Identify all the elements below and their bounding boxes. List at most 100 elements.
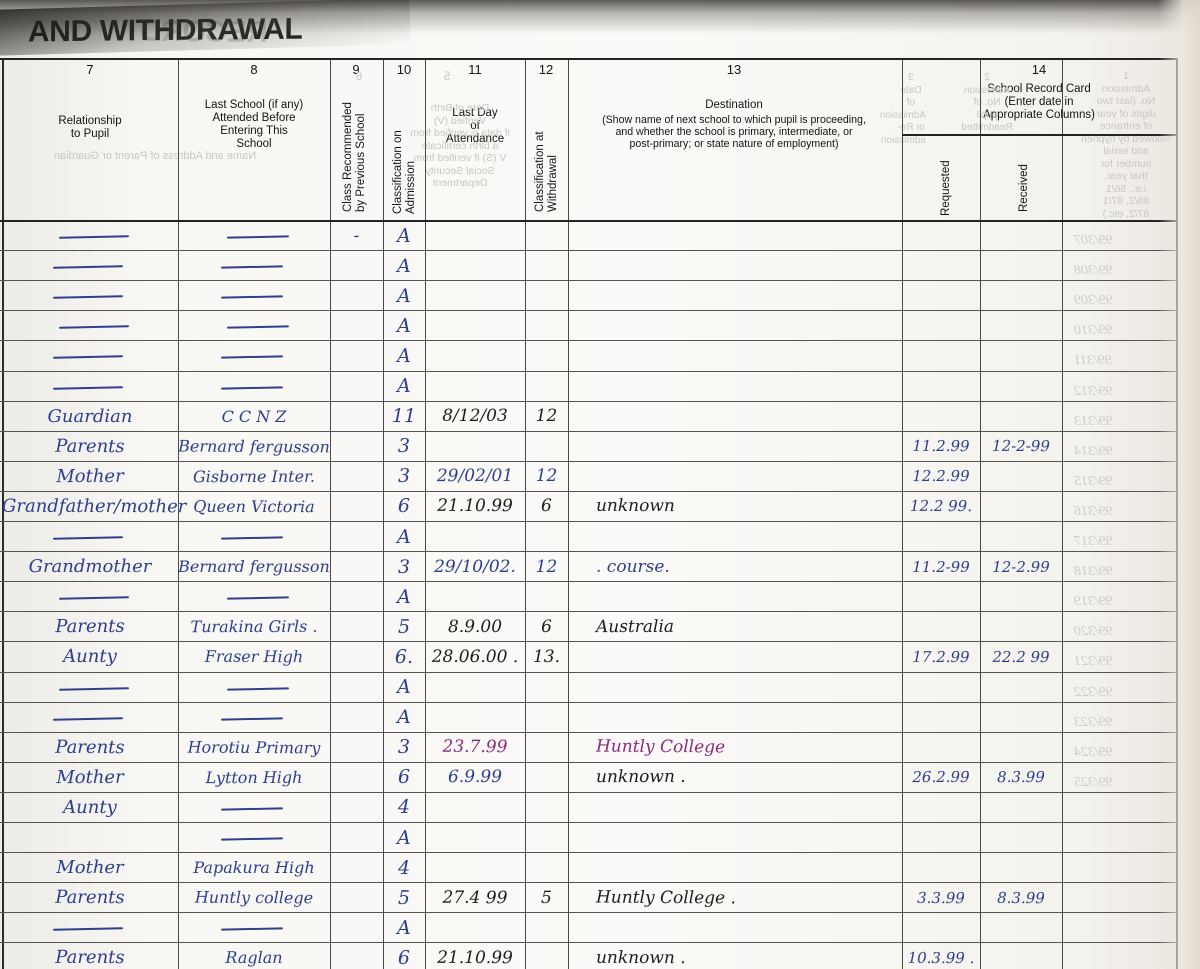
cell-last_day: 8/12/03	[442, 406, 508, 427]
table-row-rule	[0, 370, 1178, 372]
cell-requested: 10.3.99 .	[907, 948, 975, 968]
table-row-rule	[0, 882, 1178, 884]
table-row-rule	[0, 490, 1178, 492]
table-column-rule	[330, 58, 331, 969]
table-column-rule	[980, 58, 981, 969]
column-header-9: 9	[330, 58, 382, 78]
cell-requested: 12.2.99	[912, 467, 970, 486]
cell-class_adm: A	[397, 916, 411, 939]
cell-class_adm: 11	[391, 405, 417, 428]
cell-class_adm: A	[397, 826, 411, 849]
table-row-rule	[0, 310, 1178, 312]
table-row-rule	[0, 641, 1178, 643]
cell-last_day: 29/10/02.	[434, 556, 516, 577]
cell-class_adm: 6	[397, 766, 411, 789]
cell-relationship: Parents	[55, 736, 125, 758]
title-band: RECORD AND WITHDRAWAL	[0, 12, 1200, 56]
cell-relationship: Guardian	[47, 405, 133, 427]
cell-requested: 26.2.99	[912, 768, 970, 787]
cell-relationship: Mother	[56, 857, 124, 879]
cell-destination: . course.	[596, 556, 670, 577]
cell-last_school: Horotiu Primary	[187, 737, 321, 758]
ghost-admission-number: 99/321	[1074, 654, 1113, 670]
cell-class_adm: A	[397, 314, 411, 337]
table-column-rule	[178, 58, 179, 969]
ghost-admission-number: 99/315	[1074, 473, 1113, 489]
column-number-14: 14	[1031, 62, 1047, 77]
cell-last_day: 6.9.99	[447, 767, 503, 788]
column-subtitle-13: (Show name of next school to which pupil…	[602, 114, 866, 151]
cell-last_day: 21.10.99	[437, 947, 513, 969]
cell-class_adm: A	[397, 676, 411, 699]
cell-requested: 11.2-99	[912, 557, 970, 576]
cell-relationship: Mother	[56, 465, 124, 487]
table-column-rule	[568, 58, 569, 969]
table-cell-dash	[220, 265, 284, 269]
column-number-7: 7	[86, 62, 94, 77]
cell-relationship: Aunty	[63, 646, 117, 668]
table-cell-dash	[226, 235, 290, 239]
cell-last_day: 23.7.99	[442, 737, 508, 758]
column-title-14: School Record Card (Enter date in Approp…	[983, 83, 1095, 121]
cell-class_wd: 5	[541, 887, 552, 908]
cell-last_school: Bernard fergusson	[178, 436, 330, 457]
ghost-admission-number: 99/319	[1074, 594, 1113, 610]
column-subheader-received: Received	[1018, 164, 1030, 212]
column-title-10: Classification on Admission	[392, 130, 417, 214]
table-cell-dash	[220, 385, 284, 390]
cell-class_adm: 5	[397, 886, 411, 909]
cell-last_school: Gisborne Inter.	[192, 466, 316, 487]
cell-class_adm: A	[397, 375, 411, 398]
table-cell-dash	[58, 596, 130, 600]
cell-received: 12-2.99	[992, 557, 1050, 576]
table-cell-dash	[220, 295, 284, 299]
column-header-13: 13 Destination (Show name of next school…	[570, 58, 898, 218]
cell-class_adm: A	[397, 224, 411, 247]
cell-class_adm: A	[397, 344, 411, 367]
ghost-admission-number: 99/324	[1074, 744, 1113, 760]
cell-class_adm: A	[397, 254, 411, 277]
ghost-admission-number: 99/312	[1074, 383, 1113, 399]
column-title-13: Destination	[705, 99, 763, 111]
cell-requested: 17.2.99	[912, 647, 970, 667]
cell-class_adm: 5	[397, 615, 411, 638]
cell-last_day: 29/02/01	[436, 466, 514, 487]
cell-requested: 11.2.99	[912, 437, 970, 456]
table-row-rule	[0, 250, 1178, 252]
ghost-admission-number: 99/325	[1074, 774, 1113, 790]
cell-class_wd: 12	[535, 406, 558, 427]
column-title-12: Classification at Withdrawal	[534, 131, 559, 212]
table-cell-dash	[220, 837, 284, 841]
table-row-rule	[0, 942, 1178, 944]
cell-destination: unknown	[595, 496, 675, 517]
table-cell-dash	[52, 536, 124, 540]
cell-destination: Huntly College	[595, 736, 726, 758]
cell-relationship: Parents	[55, 887, 125, 909]
table-row-rule	[0, 822, 1178, 823]
column-number-10: 10	[396, 62, 412, 77]
page-title: AND WITHDRAWAL	[27, 12, 303, 49]
table-row-rule	[0, 430, 1178, 432]
cell-received: 8.3.99	[997, 888, 1045, 907]
table-cell-dash	[52, 295, 124, 299]
cell-last_school: C C N Z	[221, 406, 287, 426]
table-column-rule	[1176, 58, 1178, 969]
column-subheader-requested: Requested	[940, 160, 952, 216]
table-top-rule	[0, 58, 1178, 60]
table-cell-dash	[220, 807, 284, 811]
table-row-rule	[0, 852, 1178, 854]
column-title-9: Class Recommended by Previous School	[342, 102, 367, 212]
cell-last_day: 28.06.00 .	[431, 646, 519, 668]
cell-last_school: Huntly college	[194, 887, 314, 908]
ghost-admission-number: 99/320	[1074, 624, 1113, 640]
table-row-rule	[0, 701, 1178, 703]
cell-class_wd: 6	[541, 496, 552, 517]
table-row-rule	[0, 671, 1178, 673]
cell-received: 12-2-99	[992, 437, 1050, 456]
cell-relationship: Mother	[56, 766, 124, 788]
table-column-rule	[525, 58, 526, 969]
ghost-admission-number: 99/322	[1074, 684, 1113, 700]
cell-last_school: Lytton High	[205, 767, 303, 787]
column-header-10: 10	[384, 58, 424, 78]
ghost-admission-number: 99/313	[1074, 413, 1113, 429]
